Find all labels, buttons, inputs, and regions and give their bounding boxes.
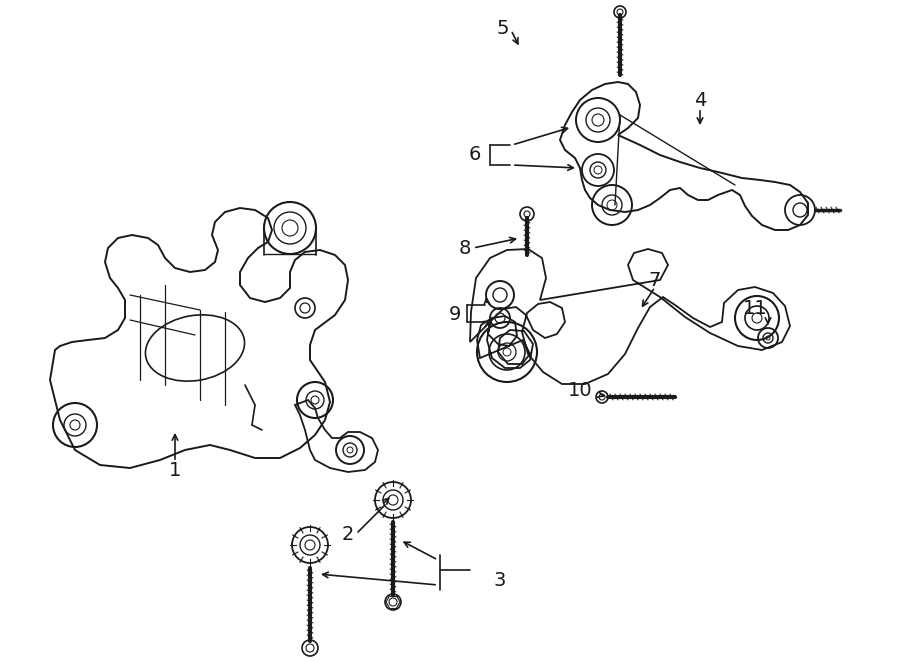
Text: 6: 6 — [469, 145, 482, 165]
Text: 10: 10 — [568, 381, 592, 399]
Circle shape — [311, 396, 319, 404]
Circle shape — [347, 447, 353, 453]
Text: 4: 4 — [694, 91, 706, 110]
Text: 7: 7 — [649, 270, 662, 290]
Text: 11: 11 — [742, 299, 768, 317]
Circle shape — [70, 420, 80, 430]
Text: 8: 8 — [459, 239, 472, 258]
Text: 9: 9 — [449, 305, 461, 325]
Text: 2: 2 — [342, 525, 355, 545]
Text: 1: 1 — [169, 461, 181, 479]
Text: 3: 3 — [494, 570, 506, 590]
Text: 5: 5 — [497, 19, 509, 38]
